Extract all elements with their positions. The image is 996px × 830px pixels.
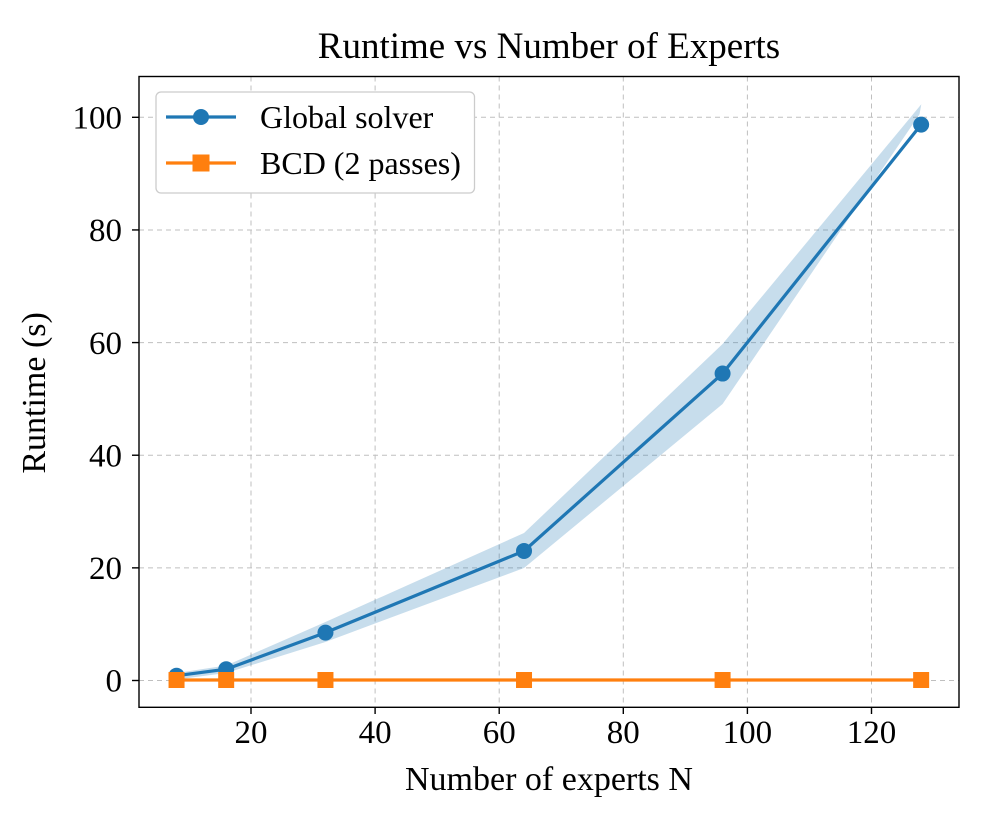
svg-text:100: 100: [73, 101, 123, 137]
svg-text:80: 80: [607, 715, 640, 751]
svg-text:Number of experts N: Number of experts N: [405, 761, 693, 798]
svg-text:20: 20: [89, 551, 122, 587]
svg-text:120: 120: [847, 715, 897, 751]
svg-text:BCD (2 passes): BCD (2 passes): [260, 145, 461, 181]
svg-text:Runtime (s): Runtime (s): [16, 312, 53, 473]
svg-text:0: 0: [106, 664, 123, 700]
svg-text:40: 40: [89, 438, 122, 474]
svg-text:40: 40: [359, 715, 392, 751]
svg-text:Runtime vs Number of Experts: Runtime vs Number of Experts: [318, 26, 780, 67]
svg-text:20: 20: [235, 715, 268, 751]
svg-text:100: 100: [723, 715, 773, 751]
svg-text:Global solver: Global solver: [260, 99, 434, 135]
svg-text:60: 60: [483, 715, 516, 751]
svg-text:80: 80: [89, 213, 122, 249]
svg-text:60: 60: [89, 326, 122, 362]
